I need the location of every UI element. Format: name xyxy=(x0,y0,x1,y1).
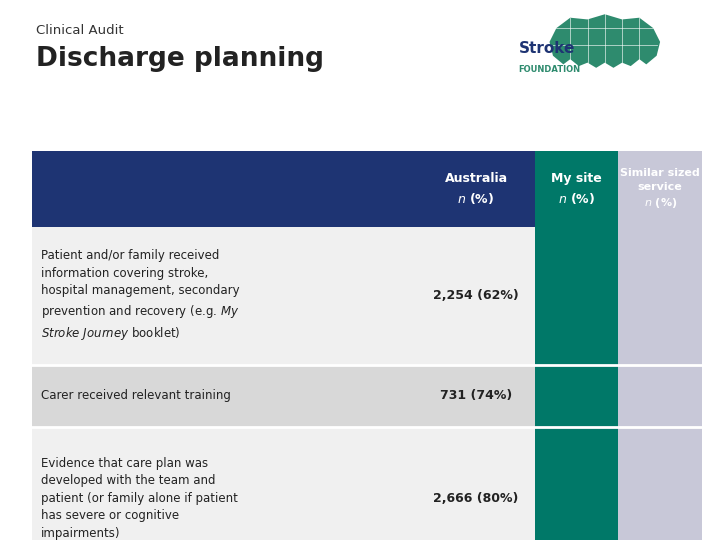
Text: 731 (74%): 731 (74%) xyxy=(440,389,512,402)
Text: Clinical Audit: Clinical Audit xyxy=(36,24,124,37)
Text: Stroke: Stroke xyxy=(518,42,575,56)
Text: FOUNDATION: FOUNDATION xyxy=(518,65,580,74)
Text: Discharge planning: Discharge planning xyxy=(36,46,324,72)
Text: Carer received relevant training: Carer received relevant training xyxy=(41,389,231,402)
Text: 2,666 (80%): 2,666 (80%) xyxy=(433,491,518,505)
Polygon shape xyxy=(549,14,660,68)
Text: My site
$\it{n}$ (%): My site $\it{n}$ (%) xyxy=(551,172,602,206)
Text: Patient and/or family received
information covering stroke,
hospital management,: Patient and/or family received informati… xyxy=(41,249,240,342)
Text: Similar sized
service
$\it{n}$ (%): Similar sized service $\it{n}$ (%) xyxy=(620,168,700,210)
Text: Australia
$\it{n}$ (%): Australia $\it{n}$ (%) xyxy=(444,172,508,206)
Text: Evidence that care plan was
developed with the team and
patient (or family alone: Evidence that care plan was developed wi… xyxy=(41,457,238,539)
Text: 2,254 (62%): 2,254 (62%) xyxy=(433,289,519,302)
